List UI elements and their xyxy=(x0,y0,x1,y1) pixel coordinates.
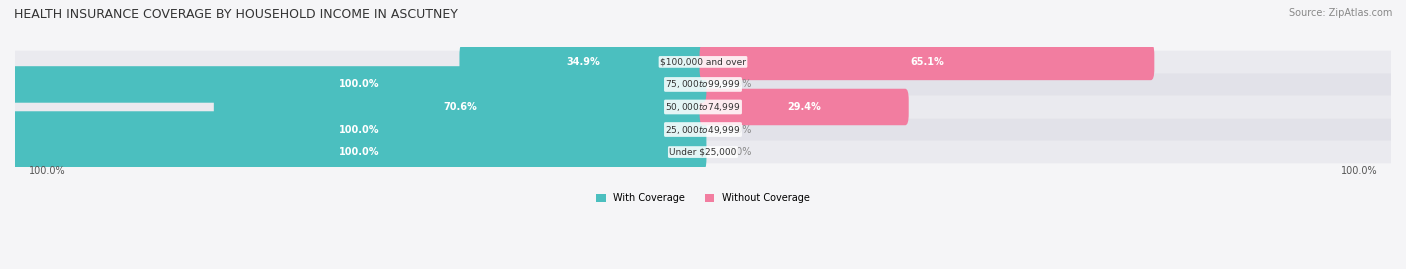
FancyBboxPatch shape xyxy=(11,111,706,148)
FancyBboxPatch shape xyxy=(11,66,706,103)
Text: 100.0%: 100.0% xyxy=(339,79,380,90)
Text: 0.0%: 0.0% xyxy=(727,79,751,90)
Text: $25,000 to $49,999: $25,000 to $49,999 xyxy=(665,123,741,136)
FancyBboxPatch shape xyxy=(700,44,1154,80)
Text: 100.0%: 100.0% xyxy=(28,166,66,176)
Text: $100,000 and over: $100,000 and over xyxy=(659,57,747,66)
Text: 70.6%: 70.6% xyxy=(443,102,477,112)
Text: $75,000 to $99,999: $75,000 to $99,999 xyxy=(665,79,741,90)
FancyBboxPatch shape xyxy=(11,134,706,170)
Text: Source: ZipAtlas.com: Source: ZipAtlas.com xyxy=(1288,8,1392,18)
FancyBboxPatch shape xyxy=(15,73,1391,96)
Text: HEALTH INSURANCE COVERAGE BY HOUSEHOLD INCOME IN ASCUTNEY: HEALTH INSURANCE COVERAGE BY HOUSEHOLD I… xyxy=(14,8,458,21)
FancyBboxPatch shape xyxy=(15,118,1391,141)
Text: Under $25,000: Under $25,000 xyxy=(669,148,737,157)
Text: 0.0%: 0.0% xyxy=(727,125,751,134)
FancyBboxPatch shape xyxy=(460,44,706,80)
Text: 100.0%: 100.0% xyxy=(339,125,380,134)
Text: 65.1%: 65.1% xyxy=(910,57,943,67)
Text: $50,000 to $74,999: $50,000 to $74,999 xyxy=(665,101,741,113)
Text: 34.9%: 34.9% xyxy=(567,57,600,67)
Text: 100.0%: 100.0% xyxy=(1340,166,1378,176)
Text: 29.4%: 29.4% xyxy=(787,102,821,112)
Text: 100.0%: 100.0% xyxy=(339,147,380,157)
FancyBboxPatch shape xyxy=(15,141,1391,163)
FancyBboxPatch shape xyxy=(15,51,1391,73)
Text: 0.0%: 0.0% xyxy=(727,147,751,157)
FancyBboxPatch shape xyxy=(15,96,1391,118)
Legend: With Coverage, Without Coverage: With Coverage, Without Coverage xyxy=(592,189,814,207)
FancyBboxPatch shape xyxy=(700,89,908,125)
FancyBboxPatch shape xyxy=(214,89,706,125)
